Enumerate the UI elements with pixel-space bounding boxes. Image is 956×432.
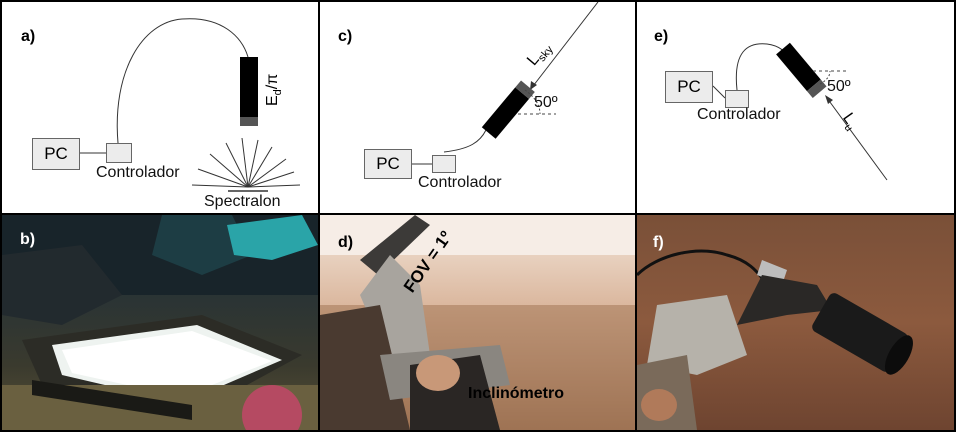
sensor-body <box>776 42 821 92</box>
panel-c-drawing <box>412 2 599 165</box>
pc-label: PC <box>44 144 68 163</box>
panel-b-photo: b) <box>2 215 318 430</box>
panel-a: a) PC Controlador Ed/π Spectralon <box>2 2 318 213</box>
inclinometer-label: Inclinómetro <box>468 385 565 402</box>
controller-box <box>432 155 456 173</box>
panel-b-label: b) <box>20 231 36 248</box>
panel-e-drawing <box>712 42 888 181</box>
panel-e-label: e) <box>654 28 669 45</box>
pc-label: PC <box>376 154 400 173</box>
pc-box: PC <box>364 149 412 179</box>
panel-f-label: f) <box>653 234 664 251</box>
controller-box <box>106 143 132 163</box>
sensor-tip <box>806 79 827 99</box>
panel-a-label: a) <box>21 28 36 45</box>
panel-c-label: c) <box>338 28 353 45</box>
sensor-body <box>240 57 258 117</box>
panel-f-photo: f) <box>637 215 954 430</box>
irradiance-label: Ed/π <box>264 73 285 106</box>
controller-label: Controlador <box>96 164 180 181</box>
sensor-body <box>481 87 530 139</box>
pc-box: PC <box>32 138 80 170</box>
sensor-tip <box>240 117 258 126</box>
controller-label: Controlador <box>418 174 502 191</box>
panel-f-drawing <box>637 249 913 430</box>
panel-b-drawing <box>2 215 318 430</box>
panel-d-label: d) <box>338 234 354 251</box>
pc-label: PC <box>677 77 701 96</box>
panel-a-drawing <box>80 18 301 192</box>
controller-label: Controlador <box>697 106 781 123</box>
controller-box <box>725 90 749 108</box>
angle-label: 50º <box>534 94 558 111</box>
sensor-tip <box>515 80 535 99</box>
pc-box: PC <box>665 71 713 103</box>
spectralon-label: Spectralon <box>204 193 281 210</box>
panel-c: c) PC Controlador Lsky 50º <box>320 2 635 213</box>
panel-e: e) PC Controlador 50º Lu <box>637 2 954 213</box>
angle-label: 50º <box>827 78 851 95</box>
panel-d-drawing <box>320 215 635 430</box>
panel-d-photo: d) FOV = 1º Inclinómetro <box>320 215 635 430</box>
